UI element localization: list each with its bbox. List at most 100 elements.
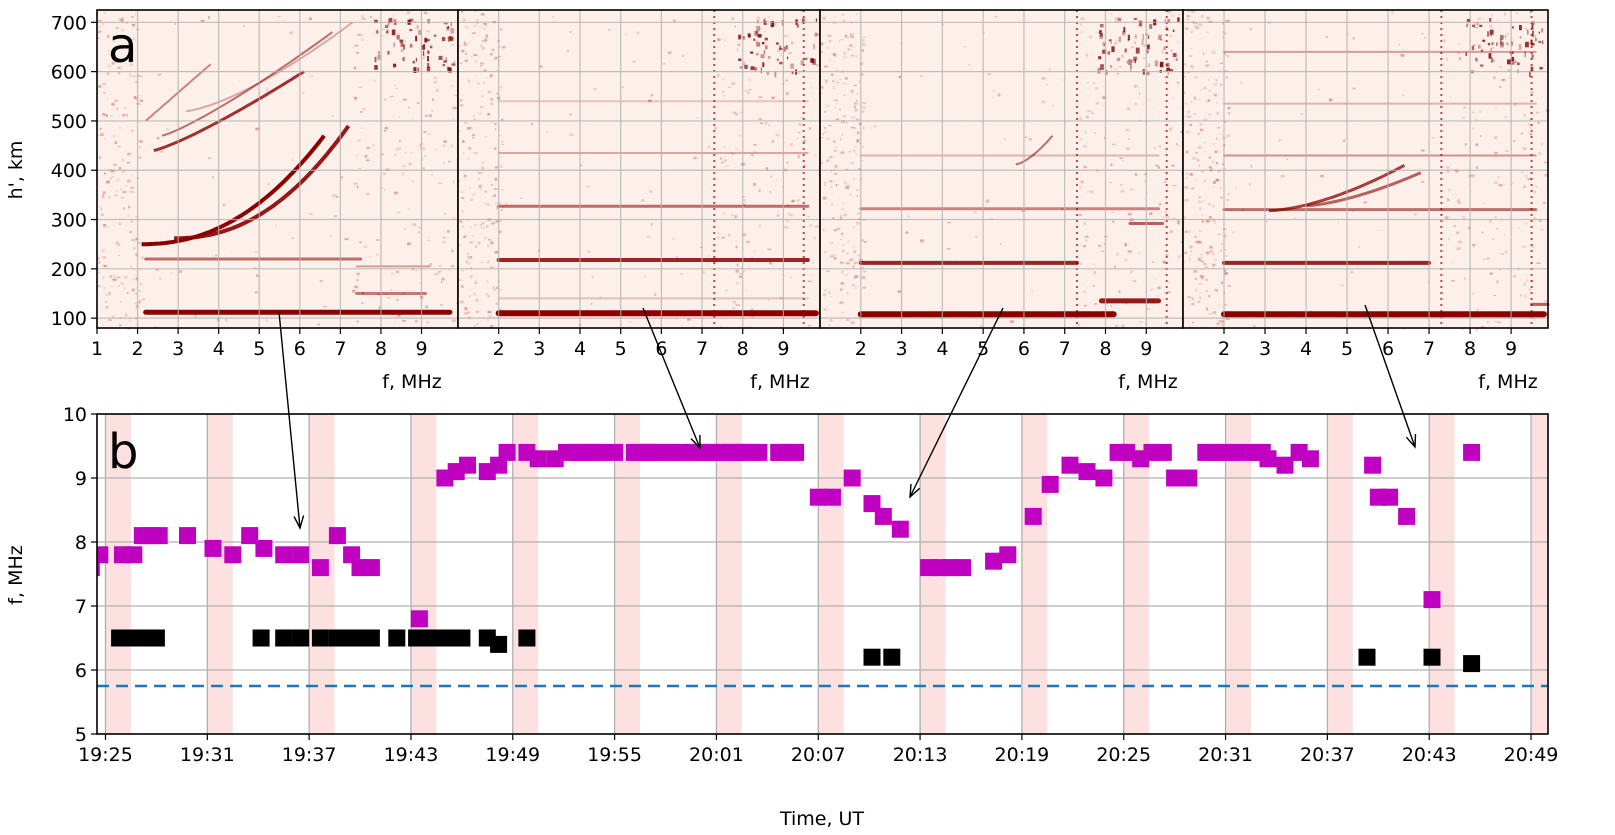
noise-speck [356,272,360,276]
noise-speck [1212,186,1215,188]
interference-speck [1133,56,1138,61]
noise-speck [1200,128,1204,132]
noise-speck [1212,79,1216,81]
noise-speck [1004,138,1006,140]
noise-speck [1493,294,1496,296]
noise-speck [734,113,739,116]
interference-speck [418,29,422,35]
noise-speck [134,293,137,295]
noise-speck [1459,57,1462,60]
noise-speck [125,113,128,117]
noise-speck [490,120,494,123]
y-tick-label: 6 [75,660,87,682]
noise-speck [857,93,859,95]
noise-speck [1207,99,1211,103]
noise-speck [1540,228,1544,231]
noise-speck [1225,32,1227,35]
noise-speck [1216,322,1220,326]
noise-speck [1212,263,1216,266]
noise-speck [194,314,197,318]
noise-speck [127,38,129,41]
noise-speck [1337,222,1339,225]
noise-speck [480,165,483,167]
interference-speck [420,45,424,50]
noise-speck [995,15,997,18]
noise-speck [1476,166,1479,169]
noise-speck [127,214,130,217]
noise-speck [862,43,866,46]
noise-speck [1078,214,1083,216]
noise-speck [113,40,116,42]
interference-speck [374,19,378,24]
noise-speck [1532,244,1534,248]
noise-speck [406,11,411,15]
interference-speck [1148,63,1150,68]
noise-speck [408,208,410,210]
noise-speck [483,23,488,26]
noise-speck [462,225,464,228]
noise-speck [784,35,788,37]
noise-speck [391,272,394,275]
noise-speck [359,33,363,37]
noise-speck [840,214,842,218]
noise-speck [128,205,130,209]
noise-speck [1191,30,1193,33]
interference-speck [433,34,437,37]
noise-speck [1491,14,1493,17]
noise-speck [136,300,141,304]
noise-speck [768,124,770,126]
noise-speck [461,270,464,272]
noise-speck [119,18,123,21]
noise-speck [479,106,484,109]
arrow-head [1405,433,1417,449]
noise-speck [136,255,138,257]
noise-speck [1212,205,1215,208]
noise-speck [1496,228,1499,230]
interference-speck [1097,67,1101,74]
noise-speck [366,146,371,150]
noise-speck [898,75,902,79]
noise-speck [746,240,750,243]
noise-speck [154,326,157,328]
noise-speck [1199,123,1203,126]
noise-speck [1190,48,1193,50]
noise-speck [114,275,116,279]
noise-speck [117,285,120,287]
data-point-critical-frequency [999,546,1017,564]
noise-speck [385,168,390,171]
noise-speck [434,273,439,275]
noise-speck [1183,199,1185,201]
noise-speck [1212,311,1217,314]
noise-speck [1544,161,1548,164]
noise-speck [1100,250,1105,252]
interference-speck [427,63,430,68]
interference-speck [1511,26,1514,29]
noise-speck [1534,191,1536,193]
noise-speck [1198,146,1202,149]
noise-speck [113,163,115,166]
noise-speck [1215,162,1218,165]
noise-speck [208,157,212,159]
noise-speck [1530,91,1534,94]
x-tick-label: 8 [1464,338,1476,360]
noise-speck [159,150,164,153]
interference-speck [739,66,743,69]
noise-speck [1227,112,1231,115]
noise-speck [120,282,125,285]
interference-speck [1169,69,1173,72]
noise-speck [474,10,477,12]
interference-speck [1505,35,1506,38]
noise-speck [411,180,415,183]
interference-speck [1138,20,1143,27]
noise-speck [828,156,832,158]
noise-speck [139,103,142,105]
noise-speck [1518,227,1520,229]
noise-speck [113,278,117,282]
x-tick-label: 20:19 [995,744,1050,766]
noise-speck [651,223,653,227]
noise-speck [707,145,711,149]
noise-speck [552,15,555,19]
noise-speck [135,216,139,218]
noise-speck [103,91,106,94]
data-point-critical-frequency [410,610,428,628]
